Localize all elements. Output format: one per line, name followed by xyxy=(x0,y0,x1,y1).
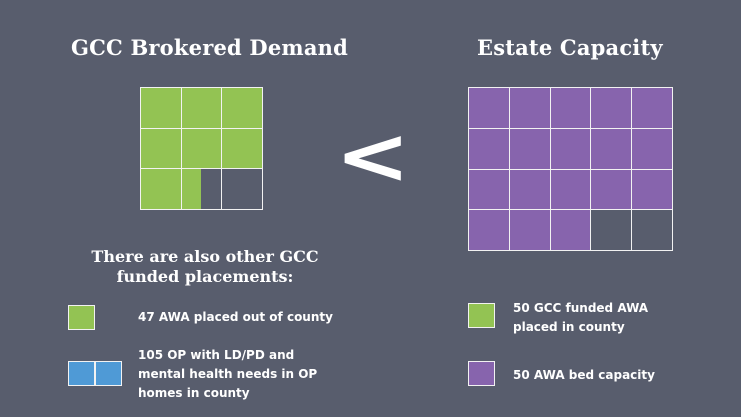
legend-capacity-label: 50 AWA bed capacity xyxy=(513,368,655,382)
grid-cell xyxy=(508,127,551,170)
grid-fill xyxy=(549,168,591,210)
grid-cell xyxy=(180,127,223,170)
grid-fill xyxy=(590,168,632,210)
op-swatch-2 xyxy=(95,361,122,386)
grid-cell xyxy=(549,87,592,129)
grid-cell xyxy=(508,87,551,129)
grid-cell xyxy=(180,168,223,210)
grid-cell xyxy=(468,209,510,251)
op-swatch-1 xyxy=(68,361,95,386)
grid-fill xyxy=(468,209,509,250)
grid-cell xyxy=(631,168,673,211)
grid-cell xyxy=(508,168,551,211)
grid-fill xyxy=(221,87,262,128)
legend-funded-label: 50 GCC funded AWA placed in county xyxy=(513,301,649,334)
out-of-county-swatch xyxy=(68,305,95,330)
grid-cell xyxy=(468,87,510,129)
grid-fill xyxy=(180,87,222,128)
grid-fill xyxy=(140,87,181,128)
legend-funded-swatch xyxy=(468,303,495,328)
grid-fill xyxy=(631,87,672,128)
grid-cell xyxy=(549,127,592,170)
grid-cell xyxy=(221,168,263,210)
legend-capacity-swatch xyxy=(468,361,495,386)
grid-cell xyxy=(140,87,182,129)
grid-cell xyxy=(221,87,263,129)
grid-fill xyxy=(590,127,632,169)
other-placements-heading: There are also other GCC funded placemen… xyxy=(91,247,319,286)
grid-cell xyxy=(590,87,633,129)
grid-cell xyxy=(590,168,633,211)
grid-fill xyxy=(631,127,672,169)
grid-cell xyxy=(631,209,673,251)
grid-cell xyxy=(590,209,633,251)
grid-cell xyxy=(140,127,182,170)
grid-cell xyxy=(631,127,673,170)
grid-fill xyxy=(549,127,591,169)
grid-fill xyxy=(180,168,201,209)
grid-cell xyxy=(590,127,633,170)
grid-fill xyxy=(221,127,262,169)
grid-cell xyxy=(140,168,182,210)
grid-cell xyxy=(631,87,673,129)
grid-fill xyxy=(549,87,591,128)
right-title: Estate Capacity xyxy=(477,35,663,60)
grid-fill xyxy=(508,87,550,128)
grid-fill xyxy=(180,127,222,169)
left-title: GCC Brokered Demand xyxy=(71,35,348,60)
grid-fill xyxy=(140,168,181,209)
grid-cell xyxy=(508,209,551,251)
demand-grid xyxy=(140,87,263,210)
grid-cell xyxy=(221,127,263,170)
grid-fill xyxy=(468,127,509,169)
grid-fill xyxy=(590,87,632,128)
grid-cell xyxy=(180,87,223,129)
less-than-symbol: < xyxy=(335,112,411,202)
op-homes-label: 105 OP with LD/PD and mental health need… xyxy=(138,348,318,400)
out-of-county-label: 47 AWA placed out of county xyxy=(138,310,333,324)
grid-fill xyxy=(508,209,550,250)
grid-fill xyxy=(140,127,181,169)
grid-fill xyxy=(468,168,509,210)
capacity-grid xyxy=(468,87,673,251)
grid-cell xyxy=(549,209,592,251)
grid-cell xyxy=(549,168,592,211)
grid-fill xyxy=(631,168,672,210)
grid-fill xyxy=(508,168,550,210)
grid-cell xyxy=(468,168,510,211)
grid-cell xyxy=(468,127,510,170)
grid-fill xyxy=(468,87,509,128)
grid-fill xyxy=(549,209,591,250)
grid-fill xyxy=(508,127,550,169)
